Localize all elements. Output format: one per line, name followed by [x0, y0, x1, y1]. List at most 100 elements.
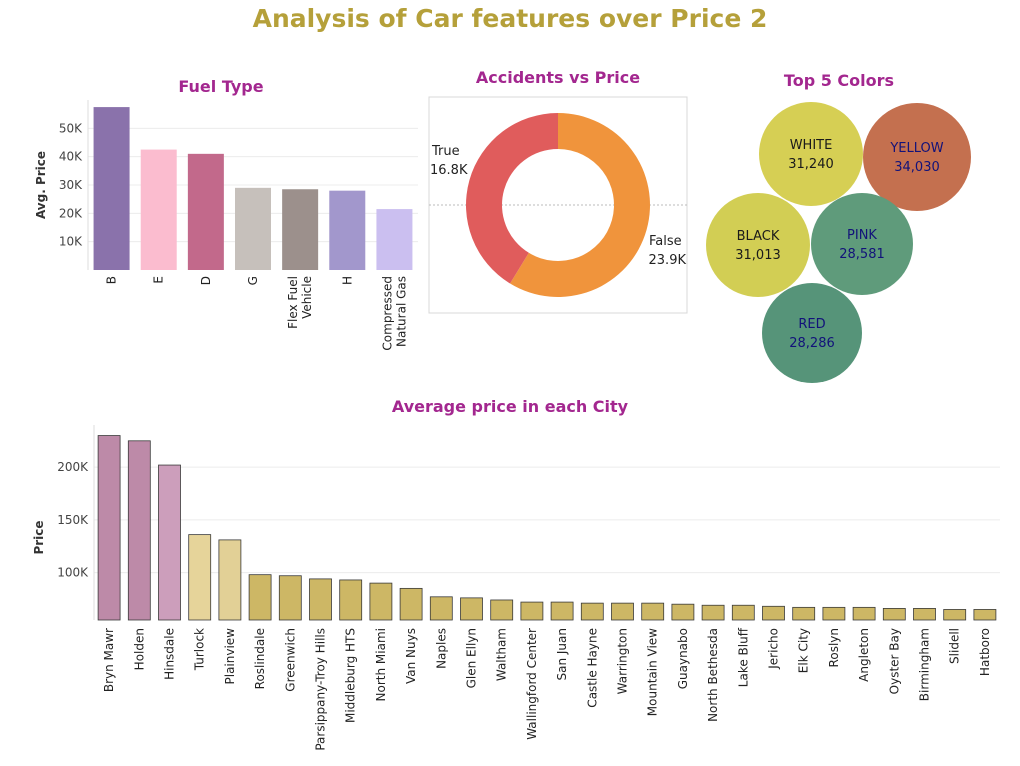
city-x-tick-label: Bryn Mawr — [102, 628, 116, 692]
city-price-chart: Average price in each City Price 100K 150K 2… — [32, 397, 1000, 751]
city-x-tick-label: Birmingham — [918, 628, 932, 701]
fuel-type-x-tick-label: B — [105, 276, 119, 284]
city-bar-angleton — [852, 606, 876, 621]
city-price-title: Average price in each City — [392, 397, 629, 416]
city-x-tick-label: Hatboro — [978, 628, 992, 676]
city-x-tick-label: Roslindale — [253, 628, 267, 689]
accidents-label-false: False — [649, 234, 682, 249]
color-bubble-label: PINK — [847, 228, 877, 243]
fuel-type-chart: Fuel Type Avg. Price 10K 20K 30K 40K 50K B E D G Fl… — [34, 77, 418, 351]
city-bar-wallingford-center — [520, 601, 544, 621]
city-x-tick-label: Lake Bluff — [736, 627, 750, 687]
city-x-tick-label: Roslyn — [827, 628, 841, 667]
city-bar-roslyn — [822, 606, 846, 621]
city-bar-guaynabo — [671, 603, 695, 621]
city-x-tick-label: Greenwich — [283, 628, 297, 692]
fuel-type-bar-compressed-natural-gas — [376, 209, 413, 270]
fuel-type-bar-d — [187, 153, 224, 270]
fuel-type-bar-g — [235, 187, 271, 270]
fuel-type-y-tick-label: 40K — [59, 150, 83, 164]
city-x-tick-label: Turlock — [193, 628, 207, 671]
city-x-tick-label: Plainview — [223, 628, 237, 685]
fuel-type-y-tick-label: 30K — [59, 178, 83, 192]
city-bar-north-bethesda — [701, 604, 725, 621]
color-bubble-white — [759, 102, 863, 206]
city-bar-slidell — [943, 609, 967, 621]
fuel-type-x-tick-label: Vehicle — [300, 276, 314, 319]
city-bar-birmingham — [913, 608, 936, 621]
color-bubble-label: YELLOW — [889, 141, 943, 156]
accidents-slice-true — [466, 113, 558, 284]
city-bar-san-juan — [550, 601, 574, 621]
fuel-type-bar-flex-fuel-vehicle — [282, 189, 319, 270]
city-x-tick-label: Wallingford Center — [525, 628, 539, 740]
city-bar-holden — [127, 440, 151, 621]
city-x-tick-label: Warrington — [616, 628, 630, 694]
city-x-tick-label: Jericho — [767, 628, 781, 670]
city-bar-mountain-view — [641, 602, 665, 621]
city-bar-van-nuys — [399, 587, 423, 621]
fuel-type-bar-b — [93, 107, 130, 270]
fuel-type-x-tick-label: G — [246, 276, 260, 285]
color-bubble-label: WHITE — [790, 138, 833, 153]
accidents-label-true: True — [431, 144, 460, 159]
city-price-y-tick-label: 150K — [57, 513, 89, 527]
fuel-type-y-tick-label: 20K — [59, 206, 83, 220]
fuel-type-x-tick-label: H — [340, 276, 354, 285]
accidents-chart: Accidents vs Price False 23.9K True 16.8K — [428, 68, 688, 314]
color-bubble-label: BLACK — [737, 229, 780, 244]
city-bar-roslindale — [248, 574, 272, 621]
dashboard-title: Analysis of Car features over Price 2 — [252, 4, 768, 33]
city-bar-bryn-mawr — [97, 435, 121, 621]
city-x-tick-label: Guaynabo — [676, 628, 690, 689]
top-colors-title: Top 5 Colors — [784, 71, 894, 90]
accidents-slice-false — [510, 113, 650, 297]
city-bar-jericho — [762, 605, 785, 621]
accidents-value-false: 23.9K — [649, 253, 687, 268]
city-bar-middleburg-hts — [339, 579, 363, 621]
fuel-type-x-tick-label: Compressed — [380, 276, 394, 351]
fuel-type-bar-e — [140, 149, 177, 270]
city-bar-greenwich — [278, 575, 302, 621]
city-x-tick-label: Holden — [132, 628, 146, 670]
fuel-type-y-tick-label: 50K — [59, 121, 83, 135]
city-bar-elk-city — [792, 606, 816, 621]
city-x-tick-label: North Miami — [374, 628, 388, 701]
city-bar-warrington — [611, 602, 634, 621]
top-colors-chart: Top 5 Colors WHITE 31,240 YELLOW 34,030 BLACK… — [706, 71, 971, 383]
accidents-value-true: 16.8K — [430, 163, 468, 178]
city-x-tick-label: Waltham — [495, 628, 509, 681]
color-bubble-red — [762, 283, 862, 383]
fuel-type-title: Fuel Type — [178, 77, 263, 96]
city-x-tick-label: Glen Ellyn — [465, 628, 479, 688]
city-x-tick-label: Parsippany-Troy Hills — [314, 628, 328, 751]
color-bubble-value: 31,013 — [735, 248, 781, 263]
city-x-tick-label: Oyster Bay — [887, 628, 901, 694]
city-bar-waltham — [490, 599, 514, 621]
city-x-tick-label: Hinsdale — [163, 628, 177, 680]
city-x-tick-label: Slidell — [948, 628, 962, 664]
fuel-type-x-tick-label: D — [199, 276, 213, 285]
city-price-y-axis-label: Price — [32, 520, 46, 554]
city-bar-plainview — [218, 539, 242, 621]
city-x-tick-label: North Bethesda — [706, 628, 720, 722]
city-bar-lake-bluff — [731, 604, 755, 621]
color-bubble-yellow — [863, 103, 971, 211]
city-x-tick-label: Elk City — [797, 628, 811, 673]
fuel-type-x-tick-label: Flex Fuel — [286, 276, 300, 329]
city-x-tick-label: Naples — [434, 628, 448, 669]
fuel-type-bar-h — [329, 190, 366, 270]
city-x-tick-label: Middleburg HTS — [344, 628, 358, 723]
accidents-title: Accidents vs Price — [476, 68, 640, 87]
city-price-y-tick-label: 200K — [57, 460, 89, 474]
city-bar-glen-ellyn — [460, 597, 483, 621]
city-bar-north-miami — [369, 582, 393, 621]
color-bubble-value: 28,581 — [839, 247, 885, 262]
city-bar-hinsdale — [158, 464, 181, 621]
fuel-type-y-axis-label: Avg. Price — [34, 151, 48, 219]
fuel-type-x-tick-label: E — [152, 276, 166, 284]
city-x-tick-label: Castle Hayne — [585, 628, 599, 708]
city-bar-parsippany-troy-hills — [309, 578, 332, 621]
